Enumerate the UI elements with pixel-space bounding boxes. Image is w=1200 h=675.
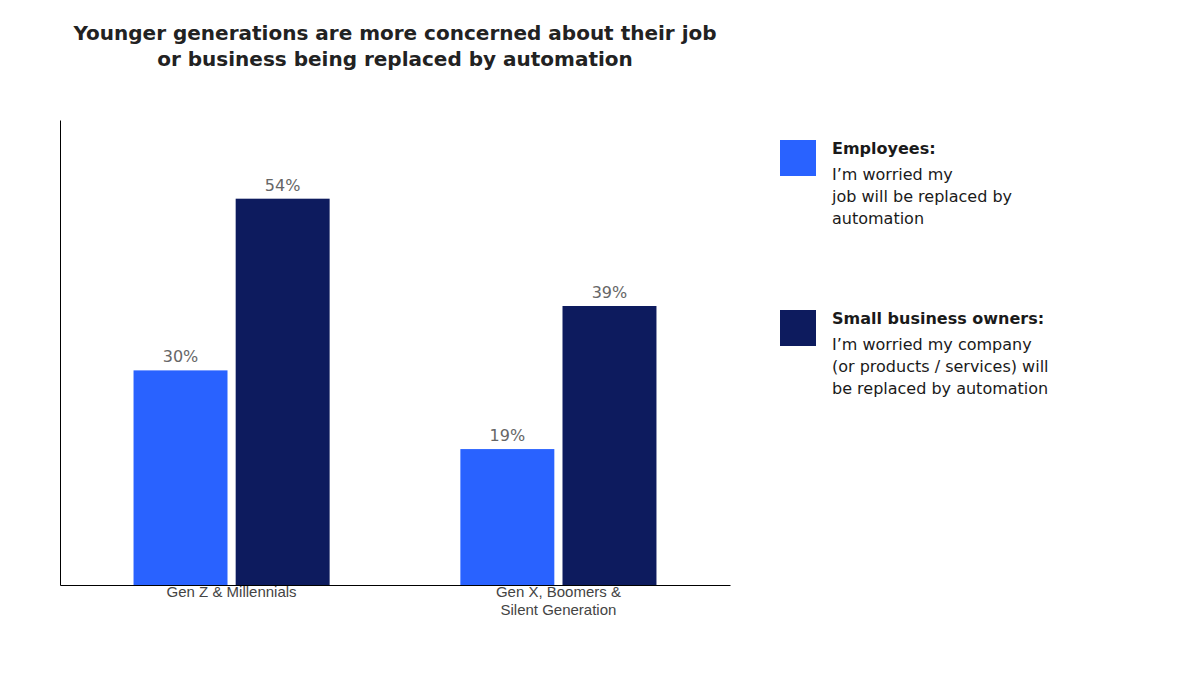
legend-label: Small business owners:: [832, 309, 1044, 328]
legend-swatch: [780, 310, 816, 346]
data-label: 39%: [592, 283, 628, 302]
legend-entry: Small business owners: I’m worried my com…: [780, 309, 1049, 398]
legend-description: I’m worried my job will be replaced by aut…: [831, 165, 1012, 228]
bars: [134, 199, 657, 585]
bar: [236, 199, 330, 585]
text-line: or business being replaced by automation: [157, 47, 633, 71]
axis-line: [60, 121, 61, 586]
tick: Gen X, Boomers &Silent Generation: [496, 583, 621, 618]
bar: [460, 449, 554, 585]
legend-label: Employees:: [832, 139, 936, 158]
text-line: automation: [832, 209, 924, 228]
x-axis: Gen Z & Millennials Gen X, Boomers &Silen…: [61, 583, 731, 618]
legend: Employees: I’m worried my job will be repl…: [780, 139, 1049, 398]
text-line: I’m worried my: [832, 165, 953, 184]
title: Younger generations are more concerned a…: [72, 21, 716, 71]
text-line: Silent Generation: [500, 601, 616, 618]
text-line: (or products / services) will: [832, 357, 1049, 376]
tick: Gen Z & Millennials: [167, 583, 297, 600]
y-axis: [60, 121, 61, 586]
tick-label: Gen Z & Millennials: [167, 583, 297, 600]
data-labels: 30% 19% 54% 39%: [163, 176, 628, 445]
text-line: I’m worried my company: [832, 335, 1032, 354]
axis-line: [61, 585, 731, 586]
data-label: 30%: [163, 347, 199, 366]
text-line: job will be replaced by: [831, 187, 1012, 206]
data-label: 54%: [265, 176, 301, 195]
tick-label: Gen X, Boomers &Silent Generation: [496, 583, 621, 618]
chart: Younger generations are more concerned a…: [0, 0, 1200, 675]
bar: [563, 306, 657, 585]
bar: [134, 370, 228, 585]
text-line: Gen Z & Millennials: [167, 583, 297, 600]
data-label: 19%: [490, 426, 526, 445]
legend-entry: Employees: I’m worried my job will be repl…: [780, 139, 1012, 228]
legend-description: I’m worried my company (or products / ser…: [832, 335, 1049, 398]
legend-swatch: [780, 140, 816, 176]
text-line: Gen X, Boomers &: [496, 583, 621, 600]
text-line: be replaced by automation: [832, 379, 1048, 398]
text-line: Younger generations are more concerned a…: [72, 21, 716, 45]
plot: 30% 19% 54% 39% Gen Z & Millennials Gen X, Bo…: [61, 121, 731, 619]
